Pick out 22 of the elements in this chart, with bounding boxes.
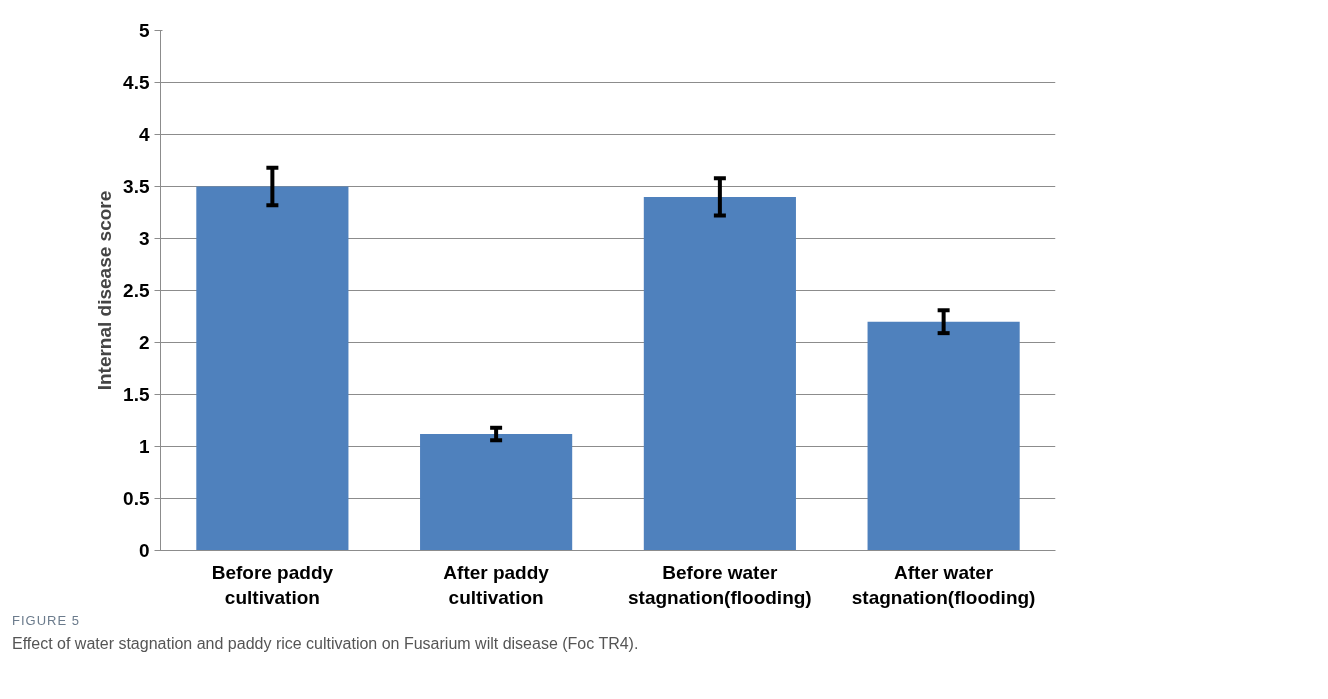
bar (420, 434, 573, 551)
y-tick-label: 5 (138, 20, 150, 41)
y-tick-label: 4 (138, 124, 150, 145)
bar (643, 196, 796, 551)
y-tick-label: 2.5 (123, 280, 150, 301)
bar (196, 186, 349, 551)
y-tick-label: 0.5 (123, 488, 150, 509)
bar (867, 321, 1020, 551)
x-tick-label: After paddy cultivation (443, 561, 550, 608)
x-tick-label: Before water stagnation(flooding) (628, 561, 812, 608)
text: Effect of water stagnation and paddy rice cultivation on Fusarium wilt disease (Foc TR4). (12, 633, 639, 654)
y-tick-label: 3.5 (123, 176, 150, 197)
y-tick-label: 1.5 (123, 384, 150, 405)
x-tick-label: Before paddy cultivation (211, 561, 334, 608)
caption: FIGURE 5 (12, 612, 80, 630)
y-tick-label: 3 (138, 228, 150, 249)
y-axis-title: Internal disease score (94, 190, 116, 391)
y-tick-label: 2 (138, 332, 150, 353)
y-tick-label: 1 (138, 436, 150, 457)
x-tick-label: After water stagnation(flooding) (851, 561, 1036, 608)
y-tick-label: 0 (138, 540, 150, 561)
y-tick-label: 4.5 (123, 72, 150, 93)
